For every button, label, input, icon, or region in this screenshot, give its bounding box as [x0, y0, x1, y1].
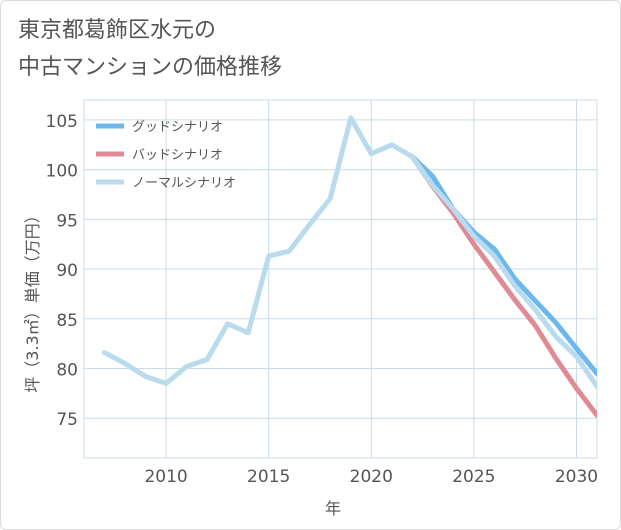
- y-tick-label: 105: [46, 112, 78, 132]
- series-line-0: [409, 154, 597, 376]
- x-axis-ticks: 2010 2015 2020 2025 2030: [144, 467, 598, 487]
- series-lines: [102, 115, 597, 418]
- x-axis-label: 年: [325, 499, 341, 518]
- y-tick-label: 100: [46, 162, 78, 182]
- x-tick-label: 2030: [555, 467, 598, 487]
- y-tick-label: 90: [56, 261, 78, 281]
- series-line-2: [102, 115, 597, 389]
- y-tick-label: 85: [56, 311, 78, 331]
- chart-title-line-2: 中古マンションの価格推移: [18, 55, 283, 80]
- plot-area: [83, 99, 598, 459]
- grid: [83, 99, 598, 459]
- chart-title-line-1: 東京都葛飾区水元の: [18, 18, 217, 43]
- x-tick-label: 2020: [350, 467, 393, 487]
- legend-label: ノーマルシナリオ: [132, 176, 236, 191]
- chart-title: 東京都葛飾区水元の 中古マンションの価格推移: [18, 12, 282, 86]
- x-tick-label: 2010: [144, 467, 187, 487]
- legend-label: グッドシナリオ: [132, 120, 223, 135]
- y-axis-label: 坪（3.3㎡）単価（万円）: [23, 207, 42, 392]
- y-tick-label: 95: [56, 211, 78, 231]
- x-tick-label: 2015: [247, 467, 290, 487]
- x-tick-label: 2025: [452, 467, 495, 487]
- y-axis-ticks: 75 80 85 90 95 100 105: [46, 112, 78, 430]
- y-tick-label: 75: [56, 410, 78, 430]
- y-tick-label: 80: [56, 361, 78, 381]
- legend-label: バッドシナリオ: [132, 148, 223, 163]
